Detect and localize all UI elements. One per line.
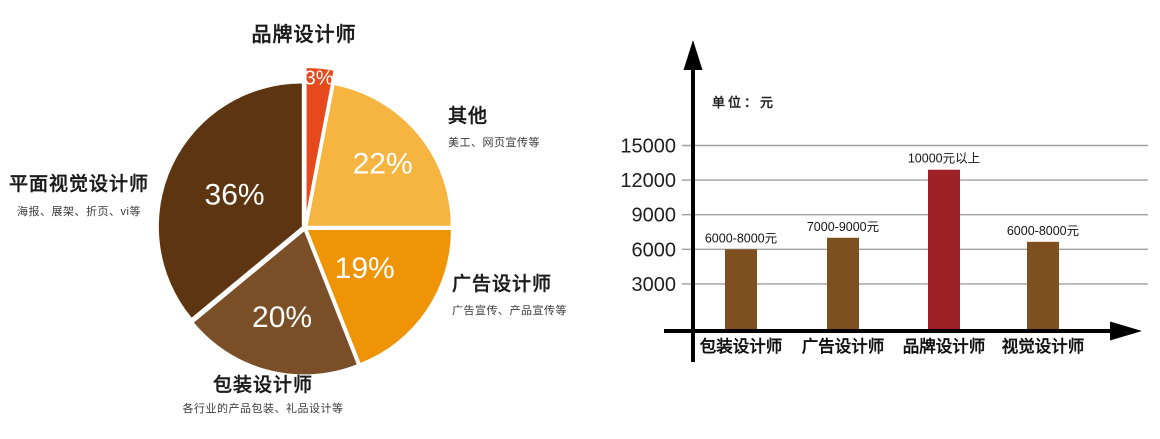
pie-label-title: 平面视觉设计师 [8, 174, 149, 195]
y-tick-label: 9000 [632, 205, 677, 227]
bar-category-label: 包装设计师 [700, 336, 783, 356]
pie-label-title: 其他 [448, 106, 489, 127]
pie-label-packaging-designer: 包装设计师 各行业的产品包装、礼品设计等 [138, 375, 388, 416]
y-tick-label: 15000 [620, 136, 676, 158]
bar-value-label: 6000-8000元 [1007, 224, 1079, 238]
bar-unit-label: 单位：元 [712, 95, 777, 110]
bar-4 [1027, 241, 1059, 331]
y-tick-label: 12000 [620, 170, 676, 192]
pie-slice-2 [307, 85, 451, 226]
bar-category-label: 视觉设计师 [1002, 336, 1085, 356]
pie-percent-label: 36% [205, 178, 265, 211]
bar-category-label: 广告设计师 [802, 336, 885, 356]
pie-label-ad-designer: 广告设计师 广告宣传、产品宣传等 [452, 274, 567, 318]
bar-1 [725, 249, 757, 331]
bar-category-label: 品牌设计师 [903, 336, 986, 356]
pie-label-subtitle: 美工、网页宣传等 [448, 136, 540, 149]
pie-label-subtitle: 广告宣传、产品宣传等 [452, 304, 567, 317]
y-tick-label: 3000 [632, 274, 677, 296]
pie-percent-label: 22% [353, 147, 413, 180]
bar-value-label: 10000元以上 [908, 152, 980, 166]
pie-slice-4 [193, 231, 357, 375]
bar-value-label: 6000-8000元 [705, 231, 777, 245]
pie-slice-3 [307, 229, 451, 363]
pie-label-title: 包装设计师 [212, 375, 313, 396]
x-axis-arrowhead-icon [1110, 321, 1142, 341]
pie-label-other: 其他 美工、网页宣传等 [448, 106, 540, 150]
pie-percent-label: 20% [252, 301, 312, 334]
pie-slice-5 [158, 83, 302, 318]
pie-label-title: 品牌设计师 [251, 24, 357, 46]
bar-value-label: 7000-9000元 [807, 220, 879, 234]
pie-label-brand-designer: 品牌设计师 [226, 24, 382, 47]
pie-label-subtitle: 各行业的产品包装、礼品设计等 [182, 402, 344, 415]
y-tick-label: 6000 [632, 239, 677, 261]
pie-label-title: 广告设计师 [452, 274, 553, 295]
pie-percent-label: 3% [305, 68, 334, 90]
pie-percent-label: 19% [335, 252, 395, 285]
y-axis-arrowhead-icon [683, 40, 703, 70]
pie-label-graphic-visual-designer: 平面视觉设计师 海报、展架、折页、vi等 [0, 174, 158, 219]
bar-2 [827, 237, 859, 331]
pie-label-subtitle: 海报、展架、折页、vi等 [17, 205, 141, 218]
pie-slice-1 [306, 68, 334, 212]
bar-3 [928, 169, 960, 331]
